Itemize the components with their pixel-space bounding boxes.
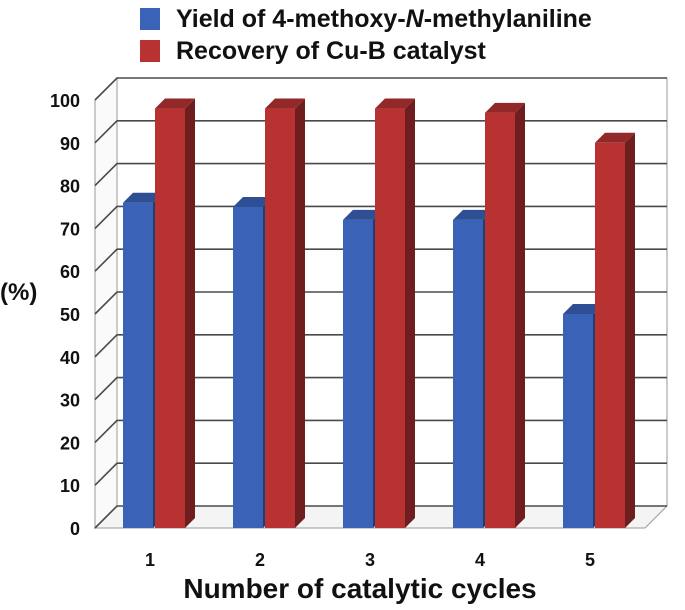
bar-front xyxy=(563,314,593,528)
bar-recovery-cycle-4 xyxy=(485,102,525,528)
bar-top xyxy=(343,209,383,220)
bar-top xyxy=(265,98,305,109)
bar-top xyxy=(375,98,415,109)
bar-top xyxy=(563,304,603,314)
bar-recovery-cycle-5 xyxy=(595,132,635,529)
y-tick-label: 60 xyxy=(60,262,80,282)
x-tick-label: 4 xyxy=(475,550,485,570)
bar-side xyxy=(405,98,415,528)
bar-front xyxy=(233,207,263,528)
bar-top xyxy=(595,132,635,143)
legend-swatch-recovery xyxy=(140,40,160,62)
bar-front xyxy=(485,112,515,528)
y-tick-label: 90 xyxy=(60,134,80,154)
legend-label-recovery: Recovery of Cu-B catalyst xyxy=(176,36,486,65)
bar-recovery-cycle-3 xyxy=(375,98,415,528)
x-tick-label: 2 xyxy=(255,550,265,570)
bar-front xyxy=(123,202,153,528)
y-tick-label: 0 xyxy=(70,519,80,539)
bar-top xyxy=(485,102,525,113)
x-tick-label: 5 xyxy=(585,550,595,570)
gridline xyxy=(94,77,667,101)
bar-front xyxy=(343,219,373,528)
y-axis-label: (%) xyxy=(0,279,37,306)
bar-top xyxy=(123,192,163,203)
y-tick-label: 40 xyxy=(60,348,80,368)
bar-top xyxy=(233,197,273,207)
legend-label-yield: Yield of 4-methoxy-N-methylaniline xyxy=(176,4,592,33)
y-tick-label: 10 xyxy=(60,476,80,496)
bar-front xyxy=(155,108,185,528)
gridline xyxy=(94,205,667,229)
y-tick-label: 20 xyxy=(60,433,80,453)
y-tick-label: 100 xyxy=(50,91,80,111)
bar-recovery-cycle-2 xyxy=(265,98,305,528)
y-tick-labels: 0 10 20 30 40 50 60 70 80 90 100 xyxy=(50,91,80,539)
bar-front xyxy=(453,219,483,528)
legend-item-recovery: Recovery of Cu-B catalyst xyxy=(140,36,486,66)
bar-side xyxy=(625,132,635,529)
bar-side xyxy=(515,102,525,528)
gridline xyxy=(94,120,667,144)
x-axis-label: Number of catalytic cycles xyxy=(183,573,536,604)
bar-top xyxy=(453,209,493,220)
legend-item-yield: Yield of 4-methoxy-N-methylaniline xyxy=(140,4,592,34)
x-tick-label: 3 xyxy=(365,550,375,570)
y-tick-label: 70 xyxy=(60,219,80,239)
y-tick-label: 50 xyxy=(60,305,80,325)
legend-label-yield-italic: N xyxy=(405,4,424,33)
bar-top xyxy=(155,98,195,109)
x-tick-label: 1 xyxy=(145,550,155,570)
x-tick-labels: 1 2 3 4 5 xyxy=(145,550,595,570)
bar-front xyxy=(375,108,405,528)
bar-side xyxy=(295,98,305,528)
y-tick-label: 80 xyxy=(60,177,80,197)
bar-recovery-cycle-1 xyxy=(155,98,195,528)
chart-bars xyxy=(123,98,635,529)
y-tick-label: 30 xyxy=(60,391,80,411)
legend-swatch-yield xyxy=(140,8,160,30)
bar-side xyxy=(185,98,195,528)
bar-front xyxy=(265,108,295,528)
bar-front xyxy=(595,142,625,529)
gridline xyxy=(94,162,667,187)
